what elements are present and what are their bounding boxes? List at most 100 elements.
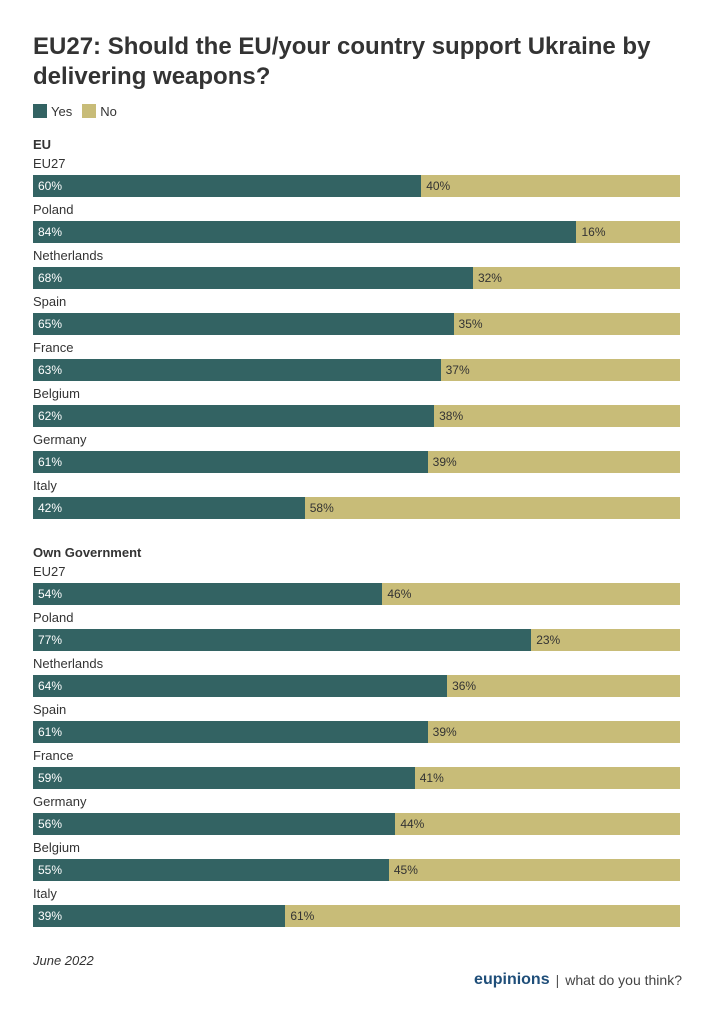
data-label: 32% (477, 271, 502, 285)
data-label: 16% (581, 225, 606, 239)
category-label: Netherlands (33, 248, 104, 263)
bar-segment-yes: 65% (33, 313, 454, 335)
data-label: 61% (38, 455, 63, 469)
section-title: Own Government (33, 545, 142, 560)
bar-segment-yes: 63% (33, 359, 441, 381)
section-title: EU (33, 137, 52, 152)
bar-segment-yes: 64% (33, 675, 448, 697)
bar-segment-no: 23% (531, 629, 680, 651)
data-label: 68% (38, 271, 63, 285)
data-label: 61% (290, 909, 315, 923)
data-label: 35% (458, 317, 483, 331)
data-label: 46% (387, 587, 412, 601)
legend-swatch-yes (33, 104, 47, 118)
bar-segment-yes: 42% (33, 497, 305, 519)
category-label: Netherlands (33, 656, 104, 671)
stacked-bar: 68% 32% (33, 267, 680, 289)
data-label: 62% (38, 409, 63, 423)
bar-segment-no: 35% (453, 313, 680, 335)
stacked-bar: 59% 41% (33, 767, 680, 789)
bar-segment-no: 40% (421, 175, 680, 197)
stacked-bar: 61% 39% (33, 721, 680, 743)
data-label: 84% (38, 225, 63, 239)
bar-segment-no: 37% (440, 359, 680, 381)
stacked-bar: 55% 45% (33, 859, 680, 881)
brand-logo: eupinions (474, 971, 550, 988)
bar-segment-yes: 60% (33, 175, 422, 197)
legend-swatch-no (82, 104, 97, 118)
data-label: 39% (432, 725, 457, 739)
data-label: 45% (393, 863, 418, 877)
bar-segment-no: 39% (427, 451, 680, 473)
data-label: 36% (452, 679, 477, 693)
data-label: 65% (38, 317, 63, 331)
bar-segment-no: 39% (427, 721, 680, 743)
bar-segment-yes: 62% (33, 405, 435, 427)
legend-label-yes: Yes (51, 103, 73, 119)
category-label: Belgium (33, 840, 80, 855)
bar-segment-yes: 59% (33, 767, 415, 789)
category-label: Poland (33, 610, 74, 625)
stacked-bar: 65% 35% (33, 313, 680, 335)
bar-segment-no: 38% (434, 405, 680, 427)
data-label: 64% (38, 679, 63, 693)
category-label: Germany (33, 432, 87, 447)
bar-segment-no: 16% (576, 221, 680, 243)
legend-item-no: No (82, 104, 117, 119)
data-label: 44% (400, 817, 425, 831)
legend-label-no: No (100, 103, 117, 119)
stacked-bar: 60% 40% (33, 175, 680, 197)
bar-segment-yes: 77% (33, 629, 532, 651)
bar-segment-yes: 54% (33, 583, 383, 605)
chart-title: EU27: Should the EU/your country support… (33, 33, 651, 90)
data-label: 55% (38, 863, 63, 877)
data-label: 41% (419, 771, 444, 785)
data-label: 56% (38, 817, 63, 831)
data-label: 54% (38, 587, 63, 601)
data-label: 39% (432, 455, 457, 469)
stacked-bar: 84% 16% (33, 221, 680, 243)
bar-segment-no: 46% (382, 583, 680, 605)
bar-segment-yes: 39% (33, 905, 286, 927)
bar-segment-no: 44% (395, 813, 680, 835)
category-label: Italy (33, 886, 57, 901)
date-note: June 2022 (33, 953, 94, 968)
data-label: 60% (38, 179, 63, 193)
category-label: France (33, 340, 74, 355)
stacked-bar: 42% 58% (33, 497, 680, 519)
category-label: Belgium (33, 386, 80, 401)
data-label: 63% (38, 363, 63, 377)
stacked-bar: 77% 23% (33, 629, 680, 651)
data-label: 58% (309, 501, 334, 515)
data-label: 61% (38, 725, 63, 739)
category-label: Italy (33, 478, 57, 493)
category-label: France (33, 748, 74, 763)
data-label: 40% (426, 179, 451, 193)
data-label: 42% (38, 501, 63, 515)
stacked-bar: 56% 44% (33, 813, 680, 835)
data-label: 59% (38, 771, 63, 785)
category-label: EU27 (33, 156, 66, 171)
bar-segment-no: 36% (447, 675, 680, 697)
bar-segment-no: 32% (472, 267, 680, 289)
category-label: Poland (33, 202, 74, 217)
bar-segment-yes: 84% (33, 221, 577, 243)
category-label: Germany (33, 794, 87, 809)
bar-segment-yes: 56% (33, 813, 396, 835)
stacked-bar: 63% 37% (33, 359, 680, 381)
bar-segment-no: 41% (414, 767, 680, 789)
bar-segment-no: 61% (285, 905, 680, 927)
bar-segment-yes: 61% (33, 451, 428, 473)
data-label: 39% (38, 909, 63, 923)
stacked-bar: 39% 61% (33, 905, 680, 927)
stacked-bar: 54% 46% (33, 583, 680, 605)
bar-segment-yes: 55% (33, 859, 389, 881)
brand: eupinions | what do you think? (474, 971, 682, 989)
legend-item-yes: Yes (33, 104, 72, 119)
legend: Yes No (33, 102, 127, 120)
data-label: 37% (445, 363, 470, 377)
bar-segment-yes: 68% (33, 267, 473, 289)
data-label: 38% (439, 409, 464, 423)
data-label: 23% (536, 633, 561, 647)
bar-segment-no: 58% (304, 497, 680, 519)
